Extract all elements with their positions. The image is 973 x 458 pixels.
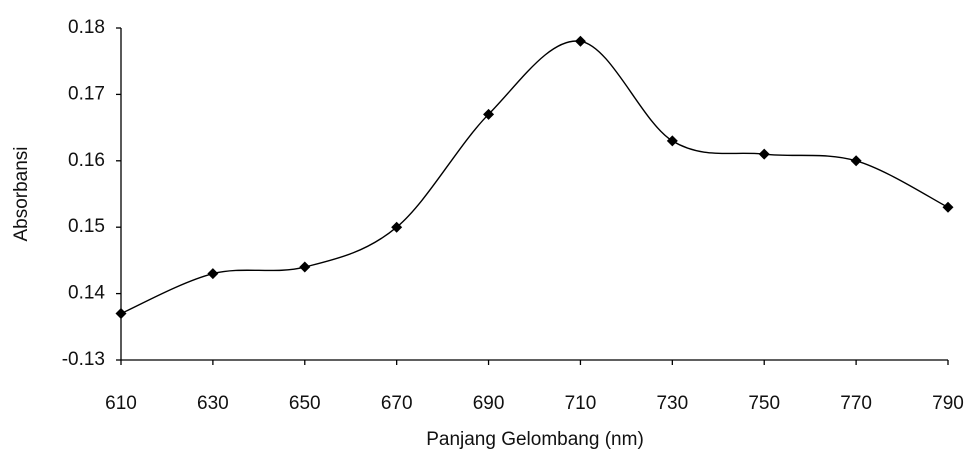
x-tick-label: 630 <box>197 393 229 414</box>
x-tick-label: 750 <box>748 393 780 414</box>
y-tick-label: 0.18 <box>68 17 105 38</box>
x-tick-label: 710 <box>565 393 597 414</box>
marker <box>666 135 678 147</box>
y-tick-label: 0.17 <box>68 83 105 104</box>
marker <box>850 155 862 167</box>
x-tick-label: 790 <box>932 393 964 414</box>
marker <box>574 35 586 47</box>
marker <box>391 221 403 233</box>
y-axis-title: Absorbansi <box>11 146 32 241</box>
marker <box>115 308 127 320</box>
marker <box>483 108 495 120</box>
line <box>120 40 949 315</box>
marker <box>942 201 954 213</box>
y-tick-label: 0.14 <box>68 283 105 304</box>
marker <box>299 261 311 273</box>
x-tick-label: 770 <box>840 393 872 414</box>
y-tick-label: 0.16 <box>68 150 105 171</box>
x-tick-label: 610 <box>105 393 137 414</box>
x-tick-label: 730 <box>656 393 688 414</box>
y-tick-label: -0.13 <box>62 349 105 370</box>
y-tick-label: 0.15 <box>68 216 105 237</box>
x-tick-label: 650 <box>289 393 321 414</box>
x-axis-title: Panjang Gelombang (nm) <box>426 429 644 450</box>
x-tick-label: 670 <box>381 393 413 414</box>
marker <box>207 268 219 280</box>
x-tick-label: 690 <box>473 393 505 414</box>
marker <box>758 148 770 160</box>
